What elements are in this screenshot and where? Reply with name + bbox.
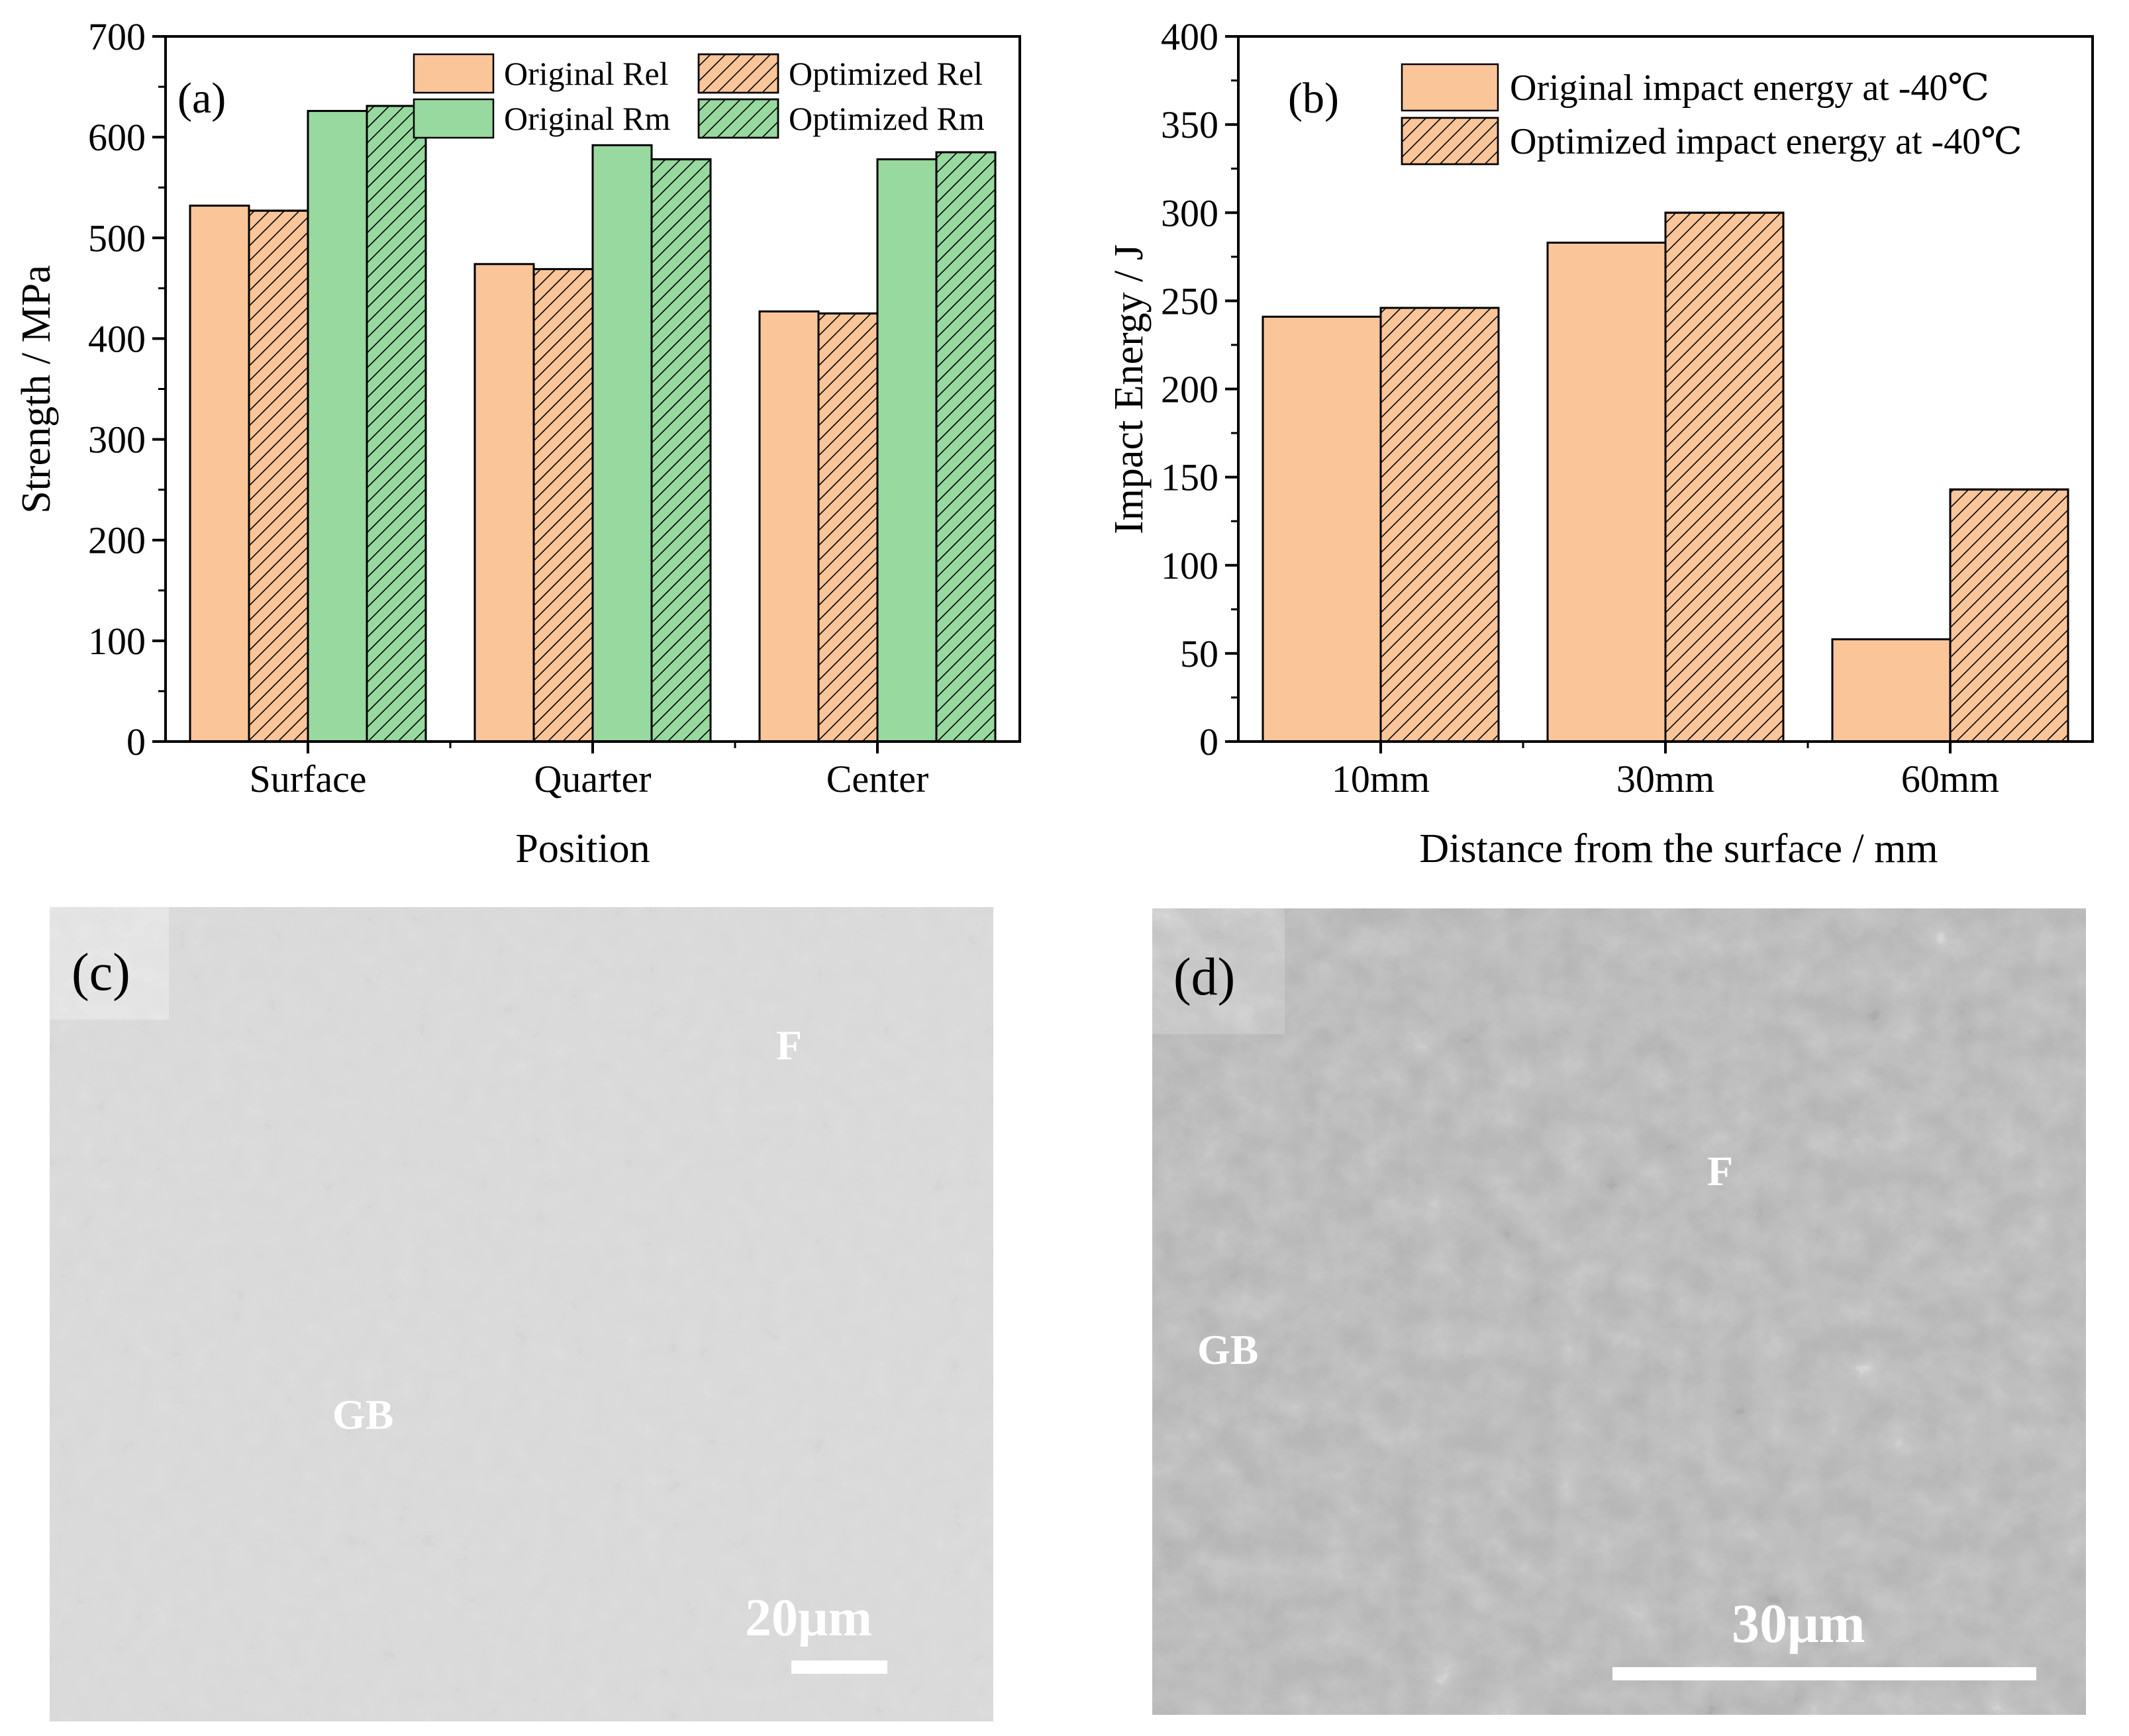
chart-a-y-tick-label: 100	[88, 620, 146, 663]
chart-a-bar-hatch	[366, 105, 427, 743]
micrograph-panel-d: (d) F GB 30μm	[1152, 908, 2086, 1715]
chart-a-y-tick-label: 0	[126, 720, 146, 763]
chart-b-x-tick-label: 30mm	[1616, 757, 1714, 800]
chart-a-bar-hatch	[532, 267, 594, 743]
chart-a-y-axis-label: Strength / MPa	[14, 265, 59, 513]
chart-a-bar-hatch	[248, 209, 309, 743]
chart-a-bars	[189, 105, 997, 743]
chart-b-y-tick-label: 300	[1161, 191, 1218, 234]
chart-a-legend-swatch-hatch	[697, 98, 779, 139]
chart-b-x-tick-label: 60mm	[1901, 757, 1999, 800]
chart-b-y-tick-label: 350	[1161, 103, 1218, 146]
micrograph-d-label-f: F	[1707, 1147, 1733, 1194]
chart-a-bar	[876, 158, 938, 743]
chart-a-x-tick-label: Surface	[249, 757, 366, 800]
micrograph-d-texture	[1152, 908, 2086, 1715]
chart-a-x-tick-label: Center	[826, 757, 929, 800]
chart-b-bar-hatch	[1379, 307, 1500, 743]
micrograph-panel-c: (c) F GB 20μm	[50, 907, 993, 1721]
chart-b-y-axis-label: Impact Energy / J	[1107, 244, 1152, 534]
micrograph-d-panel-label: (d)	[1173, 948, 1235, 1006]
chart-a-y-tick-label: 300	[88, 418, 146, 461]
chart-b-legend: Original impact energy at -40℃ Optimized …	[1401, 63, 2022, 166]
micrograph-d-scale-bar	[1612, 1667, 2036, 1680]
chart-b-bars	[1262, 211, 2069, 743]
chart-a-bar	[189, 205, 250, 743]
chart-b-y-tick-label: 0	[1199, 720, 1218, 763]
chart-a-axes: Surface Quarter Center 0 100 200 300 400 500 600 7…	[88, 15, 928, 800]
chart-b-y-tick-label: 50	[1180, 632, 1218, 675]
chart-a-legend-swatch	[413, 53, 495, 94]
chart-a-y-tick-label: 600	[88, 116, 146, 159]
chart-a-y-tick-label: 700	[88, 15, 146, 58]
micrograph-c-texture	[50, 907, 993, 1721]
chart-a-legend: Original Rel Optimized Rel Original Rm Opti…	[413, 53, 985, 139]
chart-a-x-tick-label: Quarter	[534, 757, 651, 800]
chart-b-legend-swatch-hatch	[1401, 117, 1499, 166]
chart-b-y-tick-label: 150	[1161, 456, 1218, 499]
chart-b-y-tick-label: 400	[1161, 15, 1218, 58]
chart-b-y-tick-label: 200	[1161, 368, 1218, 411]
chart-a-x-axis-label: Position	[515, 826, 650, 871]
micrograph-c-label-gb: GB	[332, 1391, 393, 1438]
chart-panel-b: 10mm 30mm 60mm 0 50 100 150 200 250 300 350 400 (b)…	[1107, 15, 2094, 871]
chart-b-bar	[1262, 315, 1382, 743]
chart-panel-a: Surface Quarter Center 0 100 200 300 400 500 600 7…	[14, 15, 1021, 871]
chart-a-legend-label: Original Rm	[504, 100, 670, 137]
chart-a-legend-label: Optimized Rel	[789, 55, 983, 92]
chart-b-panel-label: (b)	[1288, 74, 1339, 122]
chart-b-y-tick-label: 250	[1161, 279, 1218, 322]
chart-b-y-tick-label: 100	[1161, 544, 1218, 587]
micrograph-c-scale-text: 20μm	[745, 1589, 872, 1647]
chart-a-legend-swatch	[413, 98, 495, 139]
micrograph-c-scale-bar	[791, 1661, 887, 1674]
chart-a-legend-label: Original Rel	[504, 55, 669, 92]
chart-a-bar	[473, 263, 535, 743]
chart-a-bar	[307, 110, 368, 743]
chart-b-legend-label: Optimized impact energy at -40℃	[1510, 121, 2022, 162]
chart-a-bar	[758, 310, 820, 743]
chart-a-panel-label: (a)	[177, 74, 226, 122]
micrograph-d-label-gb: GB	[1197, 1326, 1258, 1373]
chart-b-x-axis-label: Distance from the surface / mm	[1419, 826, 1938, 871]
micrograph-c-panel-label: (c)	[72, 943, 130, 1002]
micrograph-d-scale-text: 30μm	[1732, 1593, 1865, 1655]
chart-a-legend-label: Optimized Rm	[789, 100, 985, 137]
chart-b-legend-label: Original impact energy at -40℃	[1510, 68, 1989, 109]
chart-b-bar	[1831, 638, 1952, 743]
chart-b-axes: 10mm 30mm 60mm 0 50 100 150 200 250 300 350 400	[1161, 15, 1999, 800]
chart-a-y-tick-label: 200	[88, 519, 146, 562]
chart-a-y-tick-label: 500	[88, 217, 146, 260]
chart-a-bar-hatch	[650, 158, 712, 743]
chart-a-y-tick-label: 400	[88, 317, 146, 360]
chart-b-bar-hatch	[1949, 488, 2069, 743]
chart-b-legend-swatch	[1401, 63, 1499, 112]
micrograph-c-label-f: F	[776, 1022, 802, 1069]
chart-b-bar	[1546, 242, 1667, 743]
chart-b-x-tick-label: 10mm	[1332, 757, 1430, 800]
chart-a-bar	[591, 144, 653, 743]
chart-a-bar-hatch	[935, 151, 997, 743]
chart-a-bar-hatch	[817, 312, 879, 743]
chart-a-legend-swatch-hatch	[697, 53, 779, 94]
chart-b-bar-hatch	[1664, 211, 1785, 743]
